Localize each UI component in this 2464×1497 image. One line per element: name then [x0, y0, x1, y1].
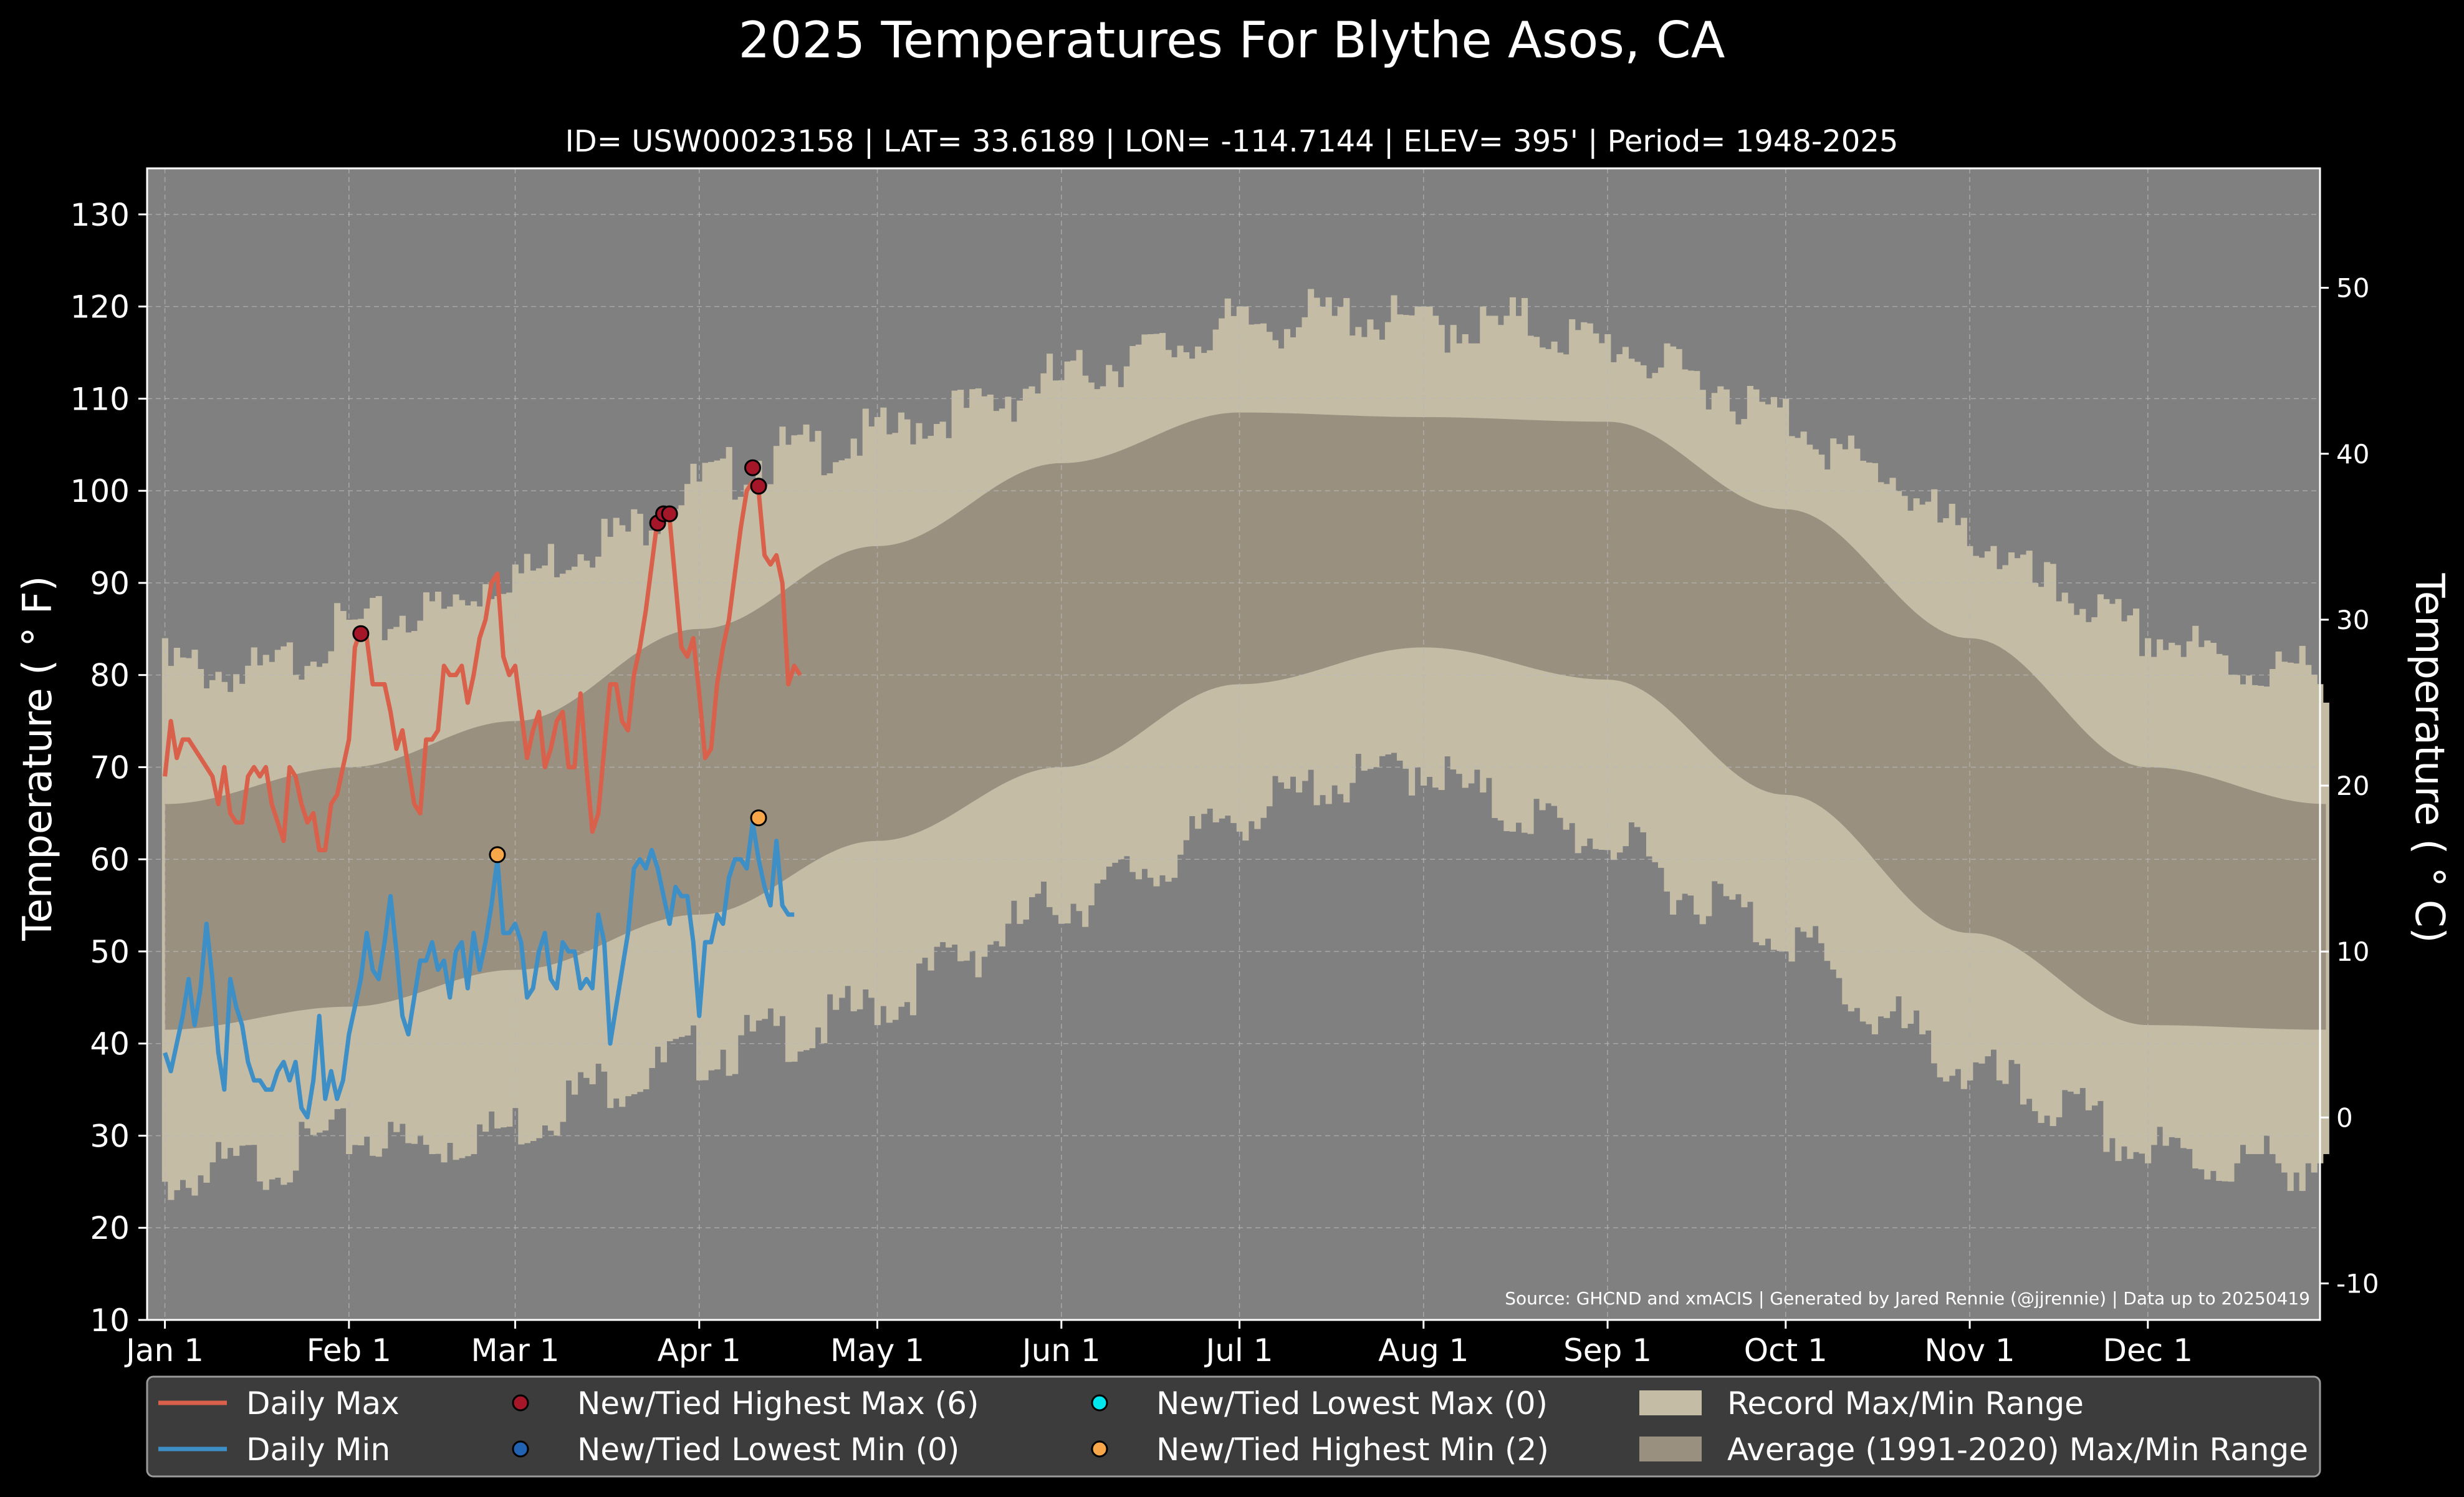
legend-label: Record Max/Min Range — [1727, 1385, 2084, 1422]
daily-min-line — [163, 820, 795, 1120]
x-tick-label: Mar 1 — [471, 1332, 560, 1369]
x-tick-label: Jan 1 — [124, 1332, 204, 1369]
legend-swatch-dot — [512, 1394, 529, 1412]
y-tick-label: 50 — [90, 934, 130, 970]
x-tick-label: Feb 1 — [307, 1332, 391, 1369]
legend: Daily Max Daily Min New/Tied Highest Max (… — [146, 1375, 2321, 1478]
record-marker — [661, 505, 678, 522]
y-tick-label: 80 — [90, 658, 130, 694]
x-tick-label: Oct 1 — [1744, 1332, 1828, 1369]
plot-frame — [146, 167, 2321, 1321]
x-tick-label: Dec 1 — [2103, 1332, 2193, 1369]
record-marker — [750, 478, 767, 495]
x-tick-label: Aug 1 — [1378, 1332, 1469, 1369]
daily-max-line — [163, 479, 802, 852]
x-tick-label: Jul 1 — [1204, 1332, 1273, 1369]
y2-tick-label: 10 — [2336, 936, 2369, 967]
record-marker — [750, 809, 767, 827]
legend-label: New/Tied Lowest Max (0) — [1156, 1385, 1548, 1422]
source-note: Source: GHCND and xmACIS | Generated by … — [1505, 1288, 2310, 1309]
y-tick-label: 70 — [90, 749, 130, 786]
chart-subtitle: ID= USW00023158 | LAT= 33.6189 | LON= -1… — [565, 124, 1899, 159]
y2-tick-label: 40 — [2336, 439, 2369, 469]
y2-axis-label: Temperature ( ° C) — [2406, 572, 2452, 943]
x-tick-label: Sep 1 — [1563, 1332, 1652, 1369]
y-tick-label: 30 — [90, 1118, 130, 1154]
x-tick-label: May 1 — [830, 1332, 924, 1369]
legend-swatch-dot — [512, 1440, 529, 1458]
legend-label: New/Tied Highest Max (6) — [577, 1385, 979, 1422]
y-tick-label: 20 — [90, 1210, 130, 1246]
y-tick-label: 110 — [70, 381, 130, 417]
y-tick-label: 40 — [90, 1026, 130, 1062]
x-tick-label: Jun 1 — [1020, 1332, 1101, 1369]
legend-label: New/Tied Highest Min (2) — [1156, 1432, 1549, 1468]
record-marker — [352, 625, 370, 642]
plot-area — [147, 168, 2329, 1321]
y-tick-label: 130 — [70, 197, 130, 233]
legend-label: New/Tied Lowest Min (0) — [577, 1432, 959, 1468]
legend-label: Daily Min — [246, 1432, 390, 1468]
record-range-bar — [2323, 703, 2329, 1155]
record-marker — [744, 459, 762, 476]
legend-label: Average (1991-2020) Max/Min Range — [1727, 1432, 2308, 1468]
y2-tick-label: 30 — [2336, 605, 2369, 635]
legend-swatch-dot — [1091, 1394, 1108, 1412]
legend-swatch-dot — [1091, 1440, 1108, 1458]
y2-tick-label: -10 — [2336, 1268, 2379, 1299]
y-tick-label: 60 — [90, 842, 130, 878]
axes: 10 20 30 40 50 60 70 80 90 100 110 120 130 -10 0 10 20 30… — [70, 167, 2379, 1369]
y2-tick-label: 50 — [2336, 273, 2369, 304]
y-tick-label: 120 — [70, 289, 130, 325]
y-tick-label: 100 — [70, 473, 130, 509]
legend-swatch-patch — [1639, 1437, 1702, 1461]
x-tick-label: Nov 1 — [1924, 1332, 2015, 1369]
normal-range-band — [165, 412, 2326, 1030]
x-tick-label: Apr 1 — [658, 1332, 741, 1369]
legend-label: Daily Max — [246, 1385, 400, 1422]
chart-title: 2025 Temperatures For Blythe Asos, CA — [739, 11, 1725, 69]
y-tick-label: 90 — [90, 566, 130, 602]
record-marker — [489, 846, 506, 864]
y-axis-label: Temperature ( ° F) — [15, 575, 61, 941]
legend-box — [146, 1375, 2321, 1478]
legend-swatch-patch — [1639, 1390, 1702, 1415]
y2-tick-label: 0 — [2336, 1102, 2353, 1133]
y2-tick-label: 20 — [2336, 771, 2369, 801]
y-tick-label: 10 — [90, 1302, 130, 1339]
